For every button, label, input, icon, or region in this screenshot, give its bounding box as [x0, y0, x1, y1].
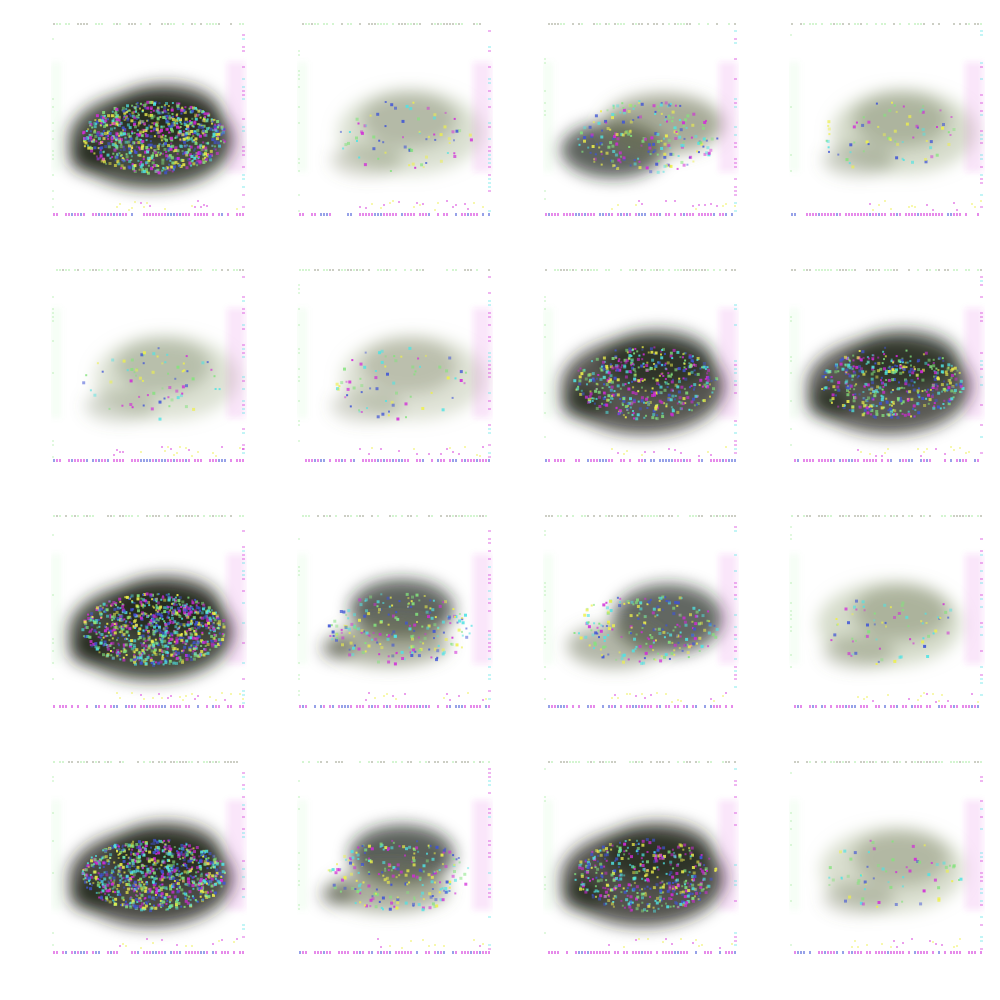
generated-sample-image	[297, 268, 493, 464]
generated-sample-image	[51, 22, 247, 218]
sample-pixel-noise	[327, 839, 470, 912]
sample-edge-artifacts	[544, 515, 737, 708]
sample-blob	[807, 330, 971, 434]
sample-pixel-noise	[825, 101, 956, 169]
sample-tile	[51, 22, 247, 218]
sample-pixel-noise	[573, 595, 719, 665]
generated-sample-image	[297, 760, 493, 956]
sample-edge-artifacts	[790, 761, 983, 954]
sample-pixel-noise	[828, 839, 963, 908]
sample-tile	[297, 760, 493, 956]
sample-pixel-noise	[335, 346, 467, 421]
sample-edge-tint	[51, 800, 245, 910]
sample-tile	[51, 514, 247, 710]
sample-pixel-noise	[830, 599, 953, 665]
generated-sample-image	[789, 22, 985, 218]
sample-edge-artifacts	[298, 23, 491, 216]
sample-pixel-noise	[577, 100, 719, 174]
sample-tile	[51, 268, 247, 464]
sample-edge-artifacts	[52, 23, 245, 216]
sample-tile	[297, 268, 493, 464]
sample-edge-artifacts	[790, 515, 983, 708]
sample-edge-tint	[51, 62, 245, 172]
sample-edge-artifacts	[298, 515, 491, 708]
sample-tile	[789, 760, 985, 956]
sample-blob	[823, 90, 976, 176]
generated-sample-image	[543, 22, 739, 218]
sample-edge-tint	[543, 554, 737, 664]
sample-pixel-noise	[82, 100, 226, 175]
sample-pixel-noise	[573, 346, 719, 421]
generated-sample-image	[297, 22, 493, 218]
sample-edge-tint	[297, 308, 491, 418]
generated-sample-image	[51, 760, 247, 956]
sample-edge-tint	[51, 308, 245, 418]
sample-tile	[543, 760, 739, 956]
sample-pixel-noise	[81, 592, 226, 667]
sample-edge-artifacts	[298, 269, 491, 462]
sample-edge-tint	[789, 308, 983, 418]
sample-edge-tint	[297, 554, 491, 664]
generated-sample-image	[789, 760, 985, 956]
sample-pixel-noise	[327, 592, 473, 666]
sample-blob	[820, 828, 965, 914]
sample-tile	[543, 22, 739, 218]
sample-pixel-noise	[81, 838, 226, 913]
generated-sample-image	[543, 514, 739, 710]
sample-edge-artifacts	[790, 269, 983, 462]
sample-tile	[297, 514, 493, 710]
sample-edge-artifacts	[52, 515, 245, 708]
sample-tile	[51, 760, 247, 956]
sample-blob	[331, 90, 483, 176]
sample-tile	[789, 514, 985, 710]
sample-edge-tint	[543, 800, 737, 910]
sample-edge-tint	[543, 62, 737, 172]
generated-sample-image	[543, 760, 739, 956]
sample-edge-artifacts	[544, 761, 737, 954]
sample-edge-tint	[51, 554, 245, 664]
sample-blob	[331, 336, 486, 422]
generated-sample-image	[789, 268, 985, 464]
sample-edge-tint	[789, 800, 983, 910]
generated-sample-image	[51, 514, 247, 710]
sample-pixel-noise	[574, 838, 718, 913]
sample-edge-artifacts	[790, 23, 983, 216]
sample-tile	[789, 22, 985, 218]
sample-tile	[297, 22, 493, 218]
sample-tile	[789, 268, 985, 464]
sample-pixel-noise	[339, 101, 473, 172]
sample-edge-artifacts	[52, 269, 245, 462]
sample-edge-artifacts	[544, 269, 737, 462]
sample-pixel-noise	[821, 346, 965, 420]
sample-edge-artifacts	[298, 761, 491, 954]
generated-sample-image	[51, 268, 247, 464]
sample-edge-tint	[789, 554, 983, 664]
sample-edge-tint	[297, 800, 491, 910]
generated-sample-image	[543, 268, 739, 464]
sample-edge-artifacts	[544, 23, 737, 216]
sample-tile	[543, 268, 739, 464]
sample-tile	[543, 514, 739, 710]
sample-pixel-noise	[82, 347, 221, 421]
sample-edge-tint	[297, 62, 491, 172]
sample-edge-tint	[789, 62, 983, 172]
sample-edge-tint	[543, 308, 737, 418]
generated-sample-image	[789, 514, 985, 710]
sample-edge-artifacts	[52, 761, 245, 954]
generated-sample-image	[297, 514, 493, 710]
sample-blob	[85, 336, 239, 422]
